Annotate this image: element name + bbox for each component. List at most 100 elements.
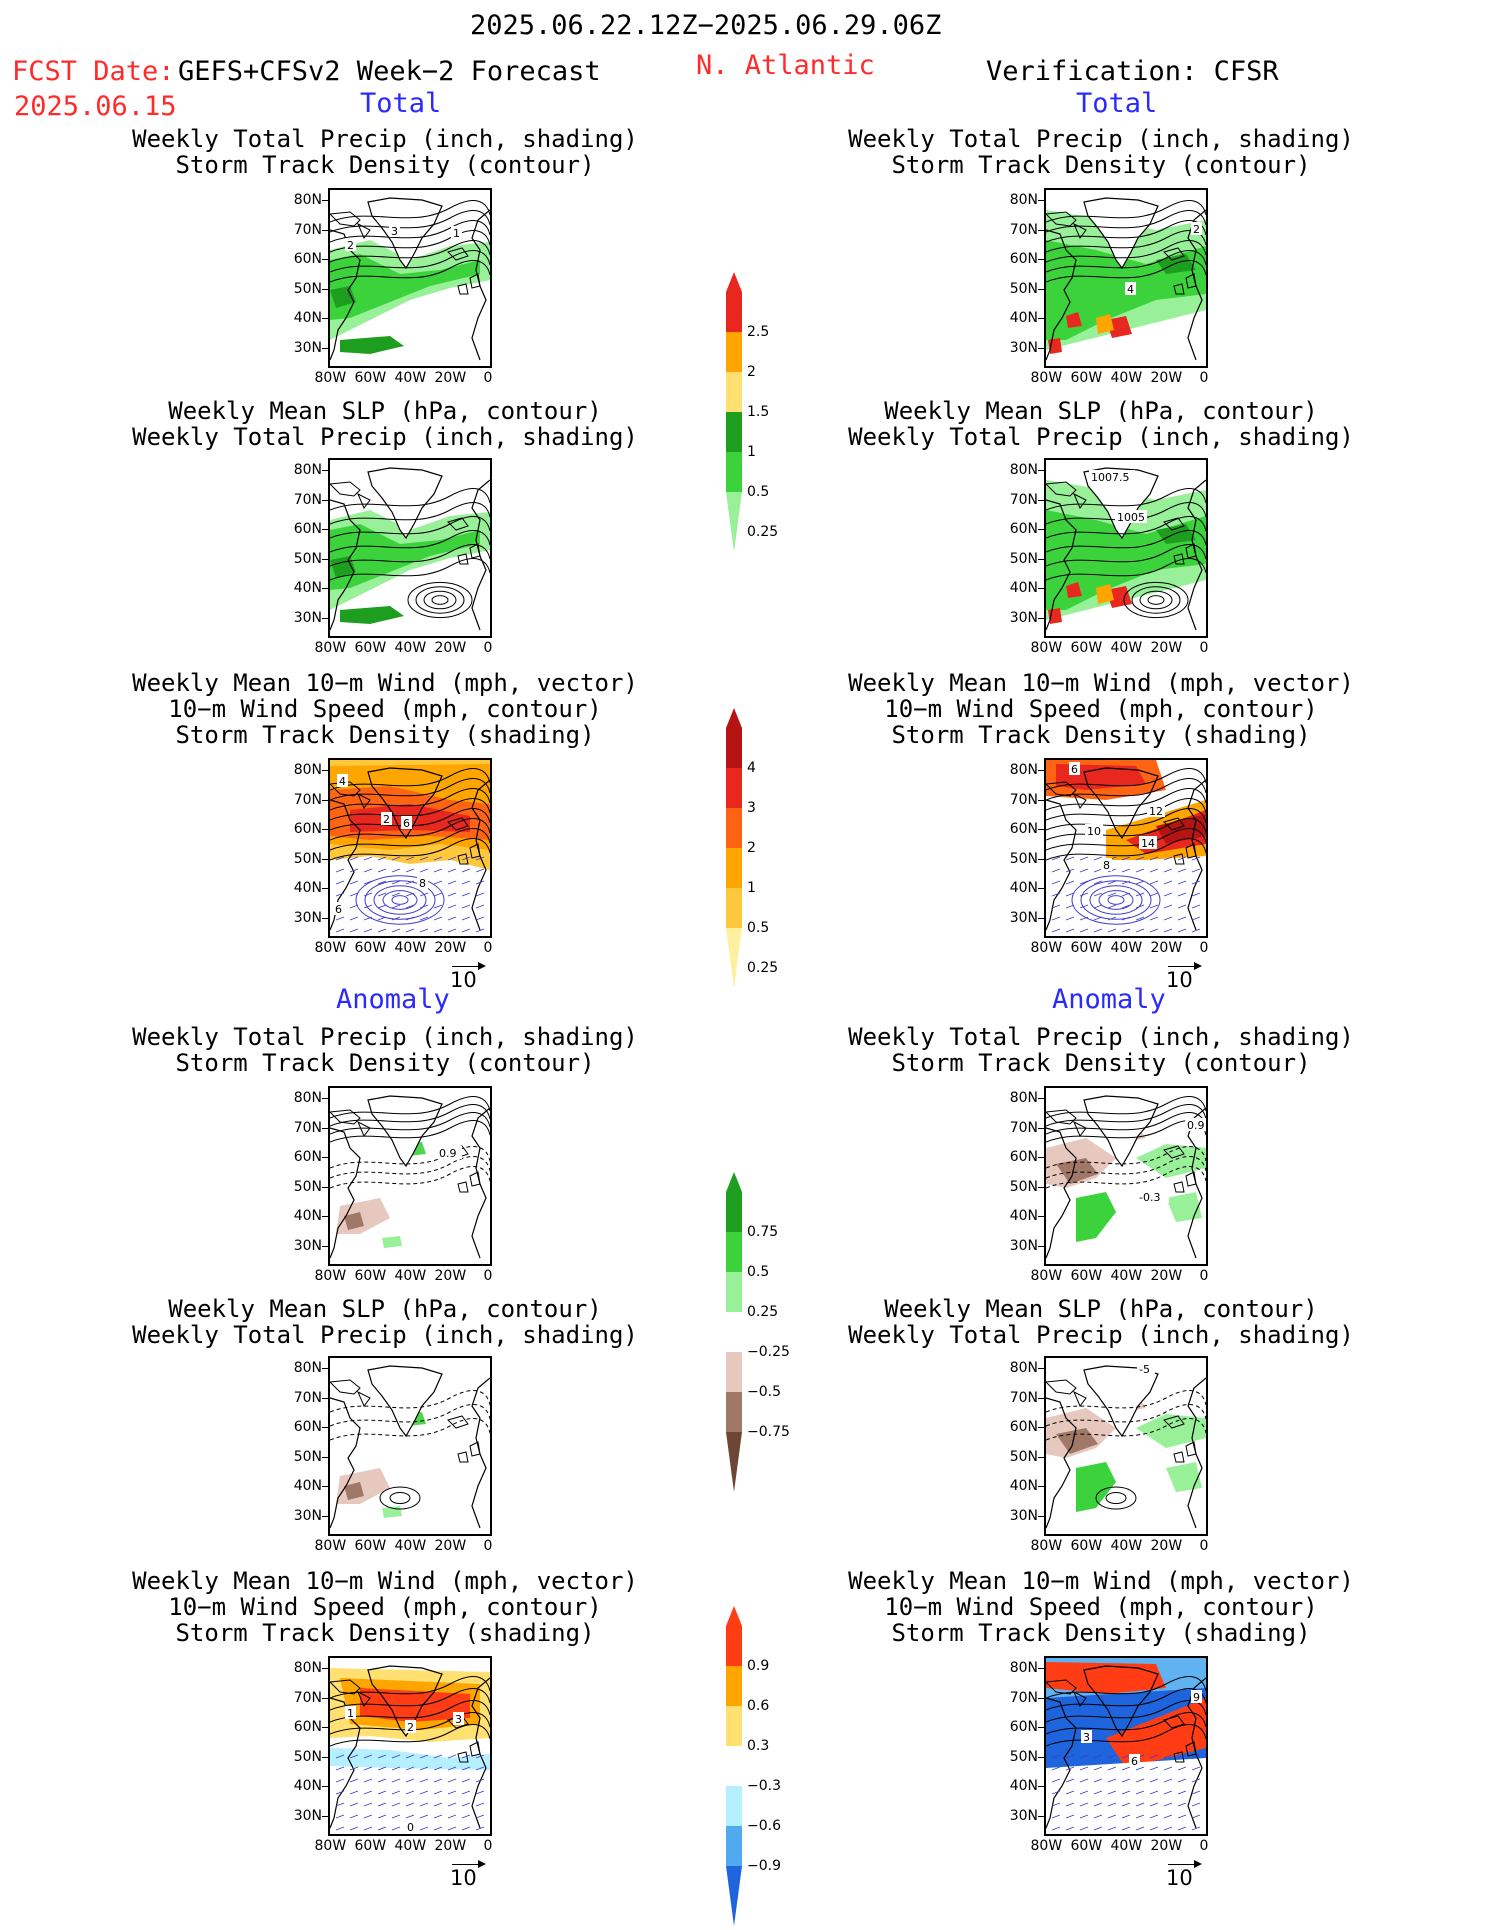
panel-title-4-f-0: Weekly Mean SLP (hPa, contour) [168, 1295, 602, 1323]
colorbar-label-precip-total-3: 1 [747, 444, 756, 460]
contour-label-1: 2 [347, 239, 354, 252]
storm-track-contours [330, 200, 490, 223]
contour-label-3-bg [405, 1820, 416, 1833]
storm-track-contours [1046, 250, 1206, 273]
north-america-coast [1046, 499, 1077, 631]
lat-tick [1038, 799, 1044, 801]
colorbar-top-arrow [726, 1172, 742, 1192]
europe-africa-coast [1187, 1377, 1206, 1529]
slp-contours [330, 558, 490, 581]
panel-title-3-f-1: Storm Track Density (contour) [175, 1049, 595, 1077]
greenland-outline [1083, 767, 1159, 840]
lat-tick [1038, 1727, 1044, 1728]
greenland-outline [367, 1095, 443, 1168]
lat-tick [322, 1216, 328, 1217]
colorbar-segment-3 [726, 1312, 742, 1352]
wind-speed-contours [1046, 828, 1206, 851]
lat-label-80N: 80N [293, 1090, 322, 1106]
precip-max [1106, 316, 1132, 338]
lat-label-60N: 60N [1009, 1419, 1038, 1435]
iceland-outline [1163, 1145, 1185, 1159]
storm-track-contours [1046, 220, 1206, 243]
arctic-islands-outline [1046, 1109, 1087, 1137]
lon-label-20W: 20W [434, 370, 467, 386]
anom-storm-09 [360, 1688, 470, 1722]
wind-speed-south-rings [1098, 890, 1134, 910]
lat-label-40N: 40N [1009, 310, 1038, 326]
colorbar-bottom-arrow [726, 1866, 742, 1926]
contour-label-1-bg [1147, 804, 1165, 817]
lon-label-60W: 60W [1070, 1268, 1103, 1284]
wind-anom-contours [330, 1700, 490, 1723]
colorbar-segment-2 [726, 1706, 742, 1746]
lon-label-0: 0 [1199, 1538, 1209, 1554]
colorbar-segment-0 [726, 1626, 742, 1666]
slp-contours [330, 502, 490, 525]
lat-label-60N: 60N [1009, 521, 1038, 537]
lat-label-30N: 30N [293, 1807, 322, 1824]
panel-title-5-f-2: Storm Track Density (shading) [175, 1619, 595, 1647]
lat-label-60N: 60N [293, 521, 322, 537]
lat-label-60N: 60N [1009, 1719, 1038, 1735]
colorbar-top-arrow [726, 272, 742, 292]
lon-label-0: 0 [483, 1838, 493, 1854]
map-canvas: 0.9 [330, 1095, 490, 1259]
colorbar-segment-0 [726, 292, 742, 332]
lat-tick [322, 288, 328, 290]
colorbar-segment-4 [726, 888, 742, 928]
map-canvas: 42 686 [330, 760, 490, 933]
panel-title-0-v-1: Storm Track Density (contour) [891, 151, 1311, 179]
panel-title-5-v-2: Storm Track Density (shading) [891, 1619, 1311, 1647]
wind-anom-contours [1046, 1700, 1206, 1723]
map-canvas: 1007.5 1005 [1046, 467, 1206, 631]
lat-tick [1038, 558, 1044, 560]
storm-track-contours [1046, 260, 1206, 283]
lon-label-40W: 40W [1110, 1838, 1143, 1854]
lat-tick [322, 229, 328, 231]
north-america-coast [330, 1397, 361, 1529]
lat-tick [322, 799, 328, 801]
colorbar-canvas [726, 272, 742, 552]
lon-label-40W: 40W [1110, 1268, 1143, 1284]
lat-label-30N: 30N [293, 909, 322, 926]
lat-tick [1038, 1456, 1044, 1458]
slp-contours [1046, 558, 1206, 581]
arctic-islands-outline [330, 1379, 371, 1407]
slp-contours [1046, 502, 1206, 525]
map-total-precip-f: 3 2 1 [328, 188, 492, 368]
lat-label-70N: 70N [1009, 791, 1038, 808]
contour-label-1: 2 [383, 813, 390, 826]
contour-label-2-bg [451, 226, 462, 239]
panel-title-4-v-0: Weekly Mean SLP (hPa, contour) [884, 1295, 1318, 1323]
lat-label-70N: 70N [293, 1119, 322, 1136]
storm-track-contours [1046, 200, 1206, 223]
precip-max-2 [1048, 582, 1082, 624]
panel-title-2-v-1: 10−m Wind Speed (mph, contour) [884, 695, 1318, 723]
panel-title-0-f-0: Weekly Total Precip (inch, shading) [132, 125, 638, 153]
panel-title-2-f-1: 10−m Wind Speed (mph, contour) [168, 695, 602, 723]
anom-wet-east [1166, 1462, 1202, 1492]
lat-label-40N: 40N [1009, 580, 1038, 596]
panel-title-1-f-1: Weekly Total Precip (inch, shading) [132, 423, 638, 451]
map-total-slp-v: 1007.5 1005 [1044, 458, 1208, 638]
precip-heavy [340, 606, 404, 624]
contour-label-0-bg [1191, 1690, 1202, 1703]
precip-heavy [340, 336, 404, 354]
lat-tick [322, 259, 328, 260]
wind-anom-contours [330, 1712, 490, 1735]
colorbar-segment-5 [726, 1392, 742, 1432]
contour-label-0-bg [337, 774, 348, 787]
lat-label-70N: 70N [1009, 1389, 1038, 1406]
colorbar-segment-1 [726, 1232, 742, 1272]
lat-tick [322, 1456, 328, 1458]
wind-vectors [1051, 856, 1201, 933]
colorbar-label-storm-anom-3: −0.3 [747, 1778, 781, 1794]
panel-title-5-f-0: Weekly Mean 10−m Wind (mph, vector) [132, 1567, 638, 1595]
lat-label-40N: 40N [1009, 1478, 1038, 1494]
lat-tick [1038, 1668, 1044, 1669]
lat-tick [322, 1515, 328, 1517]
europe-africa-coast [471, 479, 490, 631]
iceland-outline [1163, 1715, 1185, 1729]
wind-speed-contours [330, 778, 490, 801]
lat-label-50N: 50N [1009, 1748, 1038, 1765]
